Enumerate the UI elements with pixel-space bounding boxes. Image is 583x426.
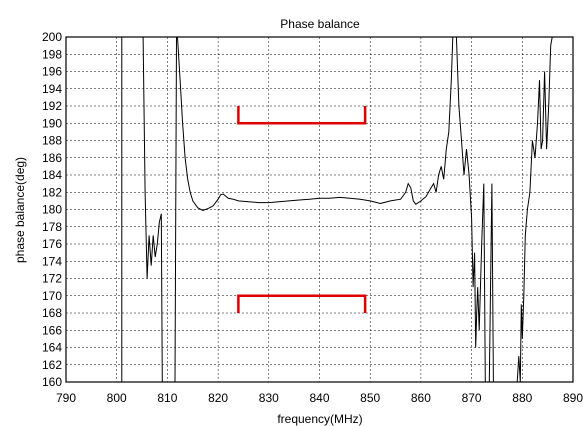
y-tick-label: 186 [42, 151, 62, 165]
phase-balance-line [488, 183, 494, 383]
x-tick-label: 860 [411, 391, 431, 405]
x-tick-label: 820 [208, 391, 228, 405]
lower-limit-bracket [237, 294, 367, 313]
y-tick-label: 170 [42, 289, 62, 303]
x-tick-label: 840 [309, 391, 329, 405]
x-axis-label: frequency(MHz) [277, 412, 362, 426]
y-axis-label: phase balance(deg) [13, 157, 27, 263]
y-tick-label: 194 [42, 82, 62, 96]
y-tick-label: 190 [42, 116, 62, 130]
phase-balance-line [516, 36, 553, 383]
x-tick-label: 870 [462, 391, 482, 405]
phase-balance-line [142, 36, 163, 383]
y-tick-label: 198 [42, 47, 62, 61]
y-tick-label: 200 [42, 30, 62, 44]
y-tick-label: 164 [42, 341, 62, 355]
y-tick-label: 178 [42, 220, 62, 234]
y-tick-label: 168 [42, 306, 62, 320]
y-tick-label: 176 [42, 237, 62, 251]
series-layer [121, 36, 553, 383]
y-tick-label: 182 [42, 185, 62, 199]
y-tick-label: 188 [42, 134, 62, 148]
y-tick-labels: 200 198 196 194 192 190 188 186 184 182 180 178 176 1… [42, 30, 62, 389]
phase-balance-line [174, 36, 177, 383]
y-tick-label: 184 [42, 168, 62, 182]
y-tick-label: 196 [42, 65, 62, 79]
x-tick-labels: 790 800 810 820 830 840 850 860 870 880 890 [56, 391, 583, 405]
chart-title: Phase balance [280, 17, 360, 31]
spec-brackets [237, 106, 367, 313]
upper-limit-bracket [237, 106, 367, 125]
y-tick-label: 162 [42, 358, 62, 372]
y-tick-label: 174 [42, 254, 62, 268]
y-tick-label: 180 [42, 203, 62, 217]
y-tick-label: 192 [42, 99, 62, 113]
x-tick-label: 830 [259, 391, 279, 405]
x-tick-label: 800 [107, 391, 127, 405]
x-tick-label: 790 [56, 391, 76, 405]
x-tick-label: 890 [563, 391, 583, 405]
x-tick-label: 850 [360, 391, 380, 405]
x-tick-label: 810 [157, 391, 177, 405]
y-tick-label: 166 [42, 323, 62, 337]
y-tick-label: 160 [42, 375, 62, 389]
phase-balance-line [455, 36, 486, 383]
y-tick-label: 172 [42, 272, 62, 286]
phase-balance-line [177, 36, 454, 211]
x-tick-label: 880 [512, 391, 532, 405]
